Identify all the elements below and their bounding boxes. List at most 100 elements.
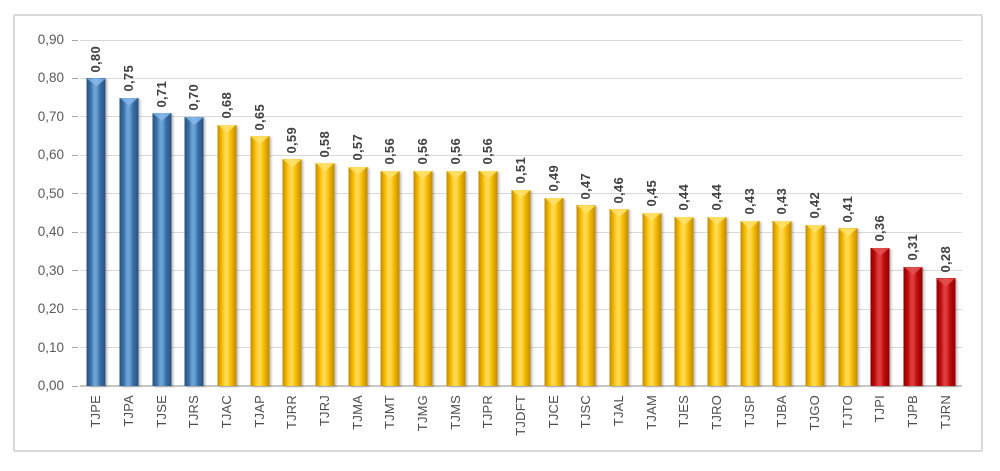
y-tick-label: 0,90	[37, 32, 64, 47]
category-label: TJMA	[349, 395, 365, 430]
bar-slot: 0,70 TJRS	[178, 40, 211, 428]
y-tick-label: 0,80	[37, 70, 64, 86]
bar-value-label: 0,56	[447, 138, 463, 165]
bar-top-highlight	[772, 220, 792, 229]
bar-value-label: 0,43	[774, 188, 790, 215]
bar	[413, 170, 433, 386]
category-label: TJAP	[251, 395, 267, 428]
bar-slot: 0,41 TJTO	[831, 40, 864, 428]
bar-value-label: 0,75	[121, 65, 136, 92]
bar-top-highlight	[446, 170, 466, 179]
bar-top-highlight	[544, 197, 564, 206]
y-tick-label: 0,20	[37, 301, 64, 317]
bar-slot: 0,57 TJMA	[341, 40, 374, 430]
bar	[380, 170, 400, 386]
bar-slot: 0,56 TJMT	[374, 40, 407, 429]
bar-slot: 0,45 TJAM	[635, 40, 668, 430]
bar-top-highlight	[152, 113, 172, 122]
category-label: TJPB	[905, 395, 921, 428]
bar-value-label: 0,42	[807, 192, 823, 219]
bar-top-highlight	[936, 278, 956, 287]
category-label: TJCE	[545, 395, 561, 429]
category-label: TJBA	[774, 395, 790, 428]
bar-value-label: 0,68	[219, 92, 235, 119]
bar-value-label: 0,65	[251, 103, 267, 131]
bar-top-highlight	[642, 213, 662, 221]
category-label: TJRJ	[317, 395, 333, 427]
bar-value-label: 0,47	[578, 172, 594, 200]
category-label: TJES	[676, 395, 692, 428]
bar-slot: 0,56 TJMG	[407, 40, 440, 431]
bar	[478, 170, 498, 386]
bar	[576, 205, 596, 386]
category-label: TJPE	[88, 395, 104, 428]
bar-slot: 0,71 TJSE	[145, 40, 178, 428]
category-label: TJGO	[807, 395, 823, 431]
bar-slot: 0,46 TJAL	[603, 40, 636, 426]
category-label: TJSP	[741, 395, 757, 428]
bar	[936, 278, 956, 386]
category-label: TJRS	[186, 395, 202, 429]
bar-top-highlight	[609, 209, 629, 218]
bar	[707, 216, 727, 386]
bar	[217, 124, 237, 386]
bar-value-label: 0,31	[905, 234, 921, 261]
bar	[544, 197, 564, 386]
bar-value-label: 0,71	[153, 80, 169, 108]
category-label: TJAM	[643, 395, 659, 430]
bar-slot: 0,42 TJGO	[799, 40, 832, 430]
bar-top-highlight	[805, 224, 825, 233]
bar-top-highlight	[870, 247, 890, 256]
bar-slot: 0,36 TJPI	[864, 40, 897, 423]
bar-slot: 0,31 TJPB	[897, 40, 930, 428]
bar-value-label: 0,36	[872, 215, 888, 242]
bar	[446, 170, 466, 386]
category-label: TJMS	[447, 395, 463, 430]
y-axis-tick	[72, 308, 78, 310]
y-axis-tick	[72, 347, 78, 349]
bar-slot: 0,43 TJSP	[733, 40, 766, 428]
bar-slot: 0,28 TJRN	[929, 40, 962, 429]
bar-value-label: 0,57	[349, 134, 365, 161]
gridline	[80, 77, 962, 79]
bar-slot: 0,44 TJRO	[701, 40, 734, 430]
bar-slot: 0,80 TJPE	[80, 40, 113, 428]
bar	[250, 136, 270, 386]
bar-slot: 0,44 TJES	[668, 40, 701, 428]
bar-slot: 0,59 TJRR	[276, 40, 309, 429]
bar-value-label: 0,58	[317, 130, 333, 158]
bar-value-label: 0,56	[480, 138, 496, 165]
bar-top-highlight	[250, 136, 270, 145]
y-axis-tick	[72, 231, 78, 233]
bar	[152, 113, 172, 386]
bar	[740, 220, 760, 386]
y-tick-label: 0,10	[37, 339, 64, 355]
bar-top-highlight	[217, 124, 237, 133]
category-label: TJDFT	[513, 395, 529, 436]
bar-top-highlight	[315, 163, 335, 172]
y-tick-label: 0,70	[37, 108, 64, 124]
bar-value-label: 0,49	[545, 165, 561, 192]
bar-top-highlight	[740, 220, 760, 229]
bar-top-highlight	[348, 166, 368, 175]
y-tick-label: 0,40	[37, 224, 64, 240]
category-label: TJPA	[121, 395, 136, 427]
bar-slot: 0,75 TJPA	[113, 40, 146, 427]
bar-value-label: 0,70	[186, 84, 202, 111]
y-axis-tick	[72, 193, 78, 195]
category-label: TJPI	[872, 395, 888, 423]
bar-top-highlight	[86, 78, 106, 87]
bar-slot: 0,58 TJRJ	[309, 40, 342, 426]
bar-value-label: 0,43	[741, 188, 757, 215]
bar-top-highlight	[119, 97, 139, 106]
bar-value-label: 0,80	[88, 45, 104, 73]
bar-series: 0,80 TJPE 0,75 TJPA 0,71 TJSE 0,70 TJRS 0,68 TJAC…	[80, 40, 962, 436]
bar-top-highlight	[838, 228, 858, 237]
gridline	[80, 116, 962, 118]
bar	[348, 166, 368, 386]
bar	[609, 209, 629, 386]
bar-top-highlight	[903, 266, 923, 275]
bar	[870, 247, 890, 386]
category-label: TJMT	[382, 395, 398, 430]
